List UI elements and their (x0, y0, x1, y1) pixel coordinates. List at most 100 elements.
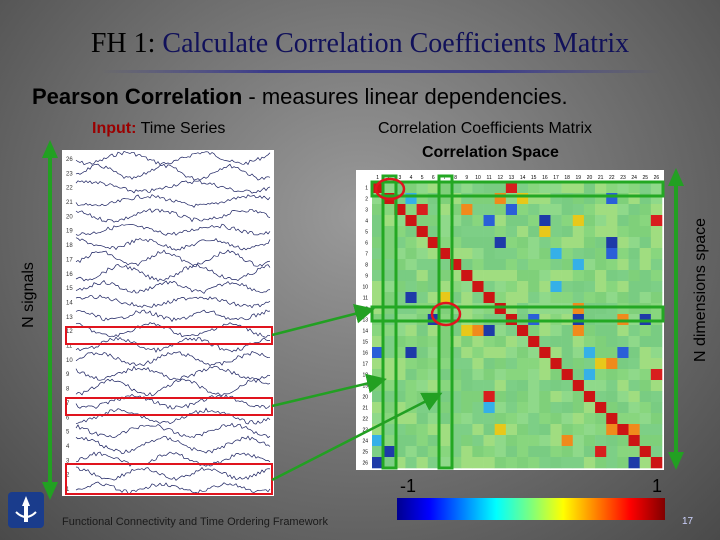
matrix-cell (383, 457, 395, 469)
matrix-cell (472, 347, 484, 359)
matrix-cell (372, 204, 384, 216)
matrix-cell (472, 182, 484, 194)
matrix-cell (617, 259, 629, 271)
matrix-cell (606, 424, 618, 436)
matrix-row-label: 4 (365, 219, 368, 225)
matrix-cell (438, 336, 451, 348)
matrix-cell (617, 226, 629, 238)
matrix-cell (494, 193, 507, 205)
matrix-cell (450, 215, 462, 227)
matrix-cell (595, 281, 607, 293)
matrix-cell (461, 435, 473, 447)
matrix-cell (561, 435, 574, 447)
matrix-cell (438, 204, 451, 216)
timeseries-waveform (75, 435, 271, 455)
matrix-cell (427, 369, 440, 381)
matrix-cell (561, 303, 574, 315)
matrix-cell (416, 204, 429, 216)
matrix-row-label: 22 (362, 417, 368, 423)
matrix-cell (505, 182, 518, 194)
matrix-cell (517, 446, 529, 458)
matrix-cell (539, 424, 551, 436)
timeseries-highlight-box-1 (65, 326, 273, 345)
matrix-row-label: 8 (365, 263, 368, 269)
matrix-cell (494, 336, 507, 348)
timeseries-channel-label: 20 (66, 214, 73, 220)
matrix-cell (628, 226, 640, 238)
matrix-cell (639, 226, 652, 238)
matrix-row-label: 1 (365, 186, 368, 192)
matrix-cell (561, 281, 574, 293)
matrix-cell (583, 380, 596, 392)
matrix-cell (639, 336, 652, 348)
timeseries-waveform (75, 208, 271, 223)
timeseries-waveform (75, 237, 271, 251)
matrix-cell (483, 303, 495, 315)
matrix-cell (372, 358, 384, 370)
timeseries-channel-label: 23 (66, 171, 73, 177)
matrix-row-label: 5 (365, 230, 368, 236)
matrix-cell (539, 270, 551, 282)
matrix-cell (617, 380, 629, 392)
matrix-cell (650, 358, 663, 370)
matrix-cell (650, 369, 663, 381)
n-signals-arrow (42, 140, 58, 500)
matrix-cell (583, 358, 596, 370)
matrix-cell (450, 259, 462, 271)
matrix-row-label: 10 (362, 285, 368, 291)
matrix-cell (383, 303, 395, 315)
matrix-cell (572, 402, 585, 414)
matrix-cell (438, 435, 451, 447)
matrix-cell (472, 259, 484, 271)
matrix-cell (517, 369, 529, 381)
matrix-column-label: 12 (498, 175, 504, 181)
matrix-cell (472, 402, 484, 414)
matrix-cell (606, 347, 618, 359)
matrix-cell (450, 358, 462, 370)
matrix-cell (572, 424, 585, 436)
matrix-cell (494, 391, 507, 403)
matrix-cell (450, 402, 462, 414)
matrix-cell (650, 391, 663, 403)
matrix-cell (572, 215, 585, 227)
matrix-cell (416, 358, 429, 370)
matrix-cell (517, 424, 529, 436)
matrix-cell (583, 215, 596, 227)
matrix-cell (405, 391, 417, 403)
matrix-column-label: 24 (631, 175, 637, 181)
matrix-cell (639, 237, 652, 249)
matrix-cell (595, 358, 607, 370)
colorbar (397, 498, 665, 520)
matrix-cell (472, 457, 484, 469)
matrix-cell (383, 402, 395, 414)
subtitle-bold: Pearson Correlation (32, 84, 243, 109)
matrix-cell (405, 215, 417, 227)
matrix-column-label: 25 (643, 175, 649, 181)
matrix-cell (639, 281, 652, 293)
matrix-cell (517, 193, 529, 205)
matrix-cell (461, 446, 473, 458)
matrix-cell (606, 402, 618, 414)
matrix-cell (550, 248, 562, 260)
matrix-cell (572, 457, 585, 469)
matrix-cell (550, 204, 562, 216)
matrix-cell (617, 281, 629, 293)
matrix-cell (383, 270, 395, 282)
matrix-cell (405, 270, 417, 282)
matrix-cell (561, 424, 574, 436)
matrix-cell (650, 325, 663, 337)
matrix-cell (539, 347, 551, 359)
matrix-cell (561, 248, 574, 260)
matrix-cell (405, 259, 417, 271)
matrix-cell (606, 358, 618, 370)
matrix-cell (427, 325, 440, 337)
matrix-cell (505, 259, 518, 271)
timeseries-channel-label: 4 (66, 444, 70, 450)
matrix-cell (583, 336, 596, 348)
matrix-cell (483, 248, 495, 260)
matrix-cell (595, 226, 607, 238)
colorbar-max-label: 1 (652, 476, 663, 496)
matrix-cell (606, 325, 618, 337)
matrix-cell (539, 215, 551, 227)
matrix-cell (461, 424, 473, 436)
